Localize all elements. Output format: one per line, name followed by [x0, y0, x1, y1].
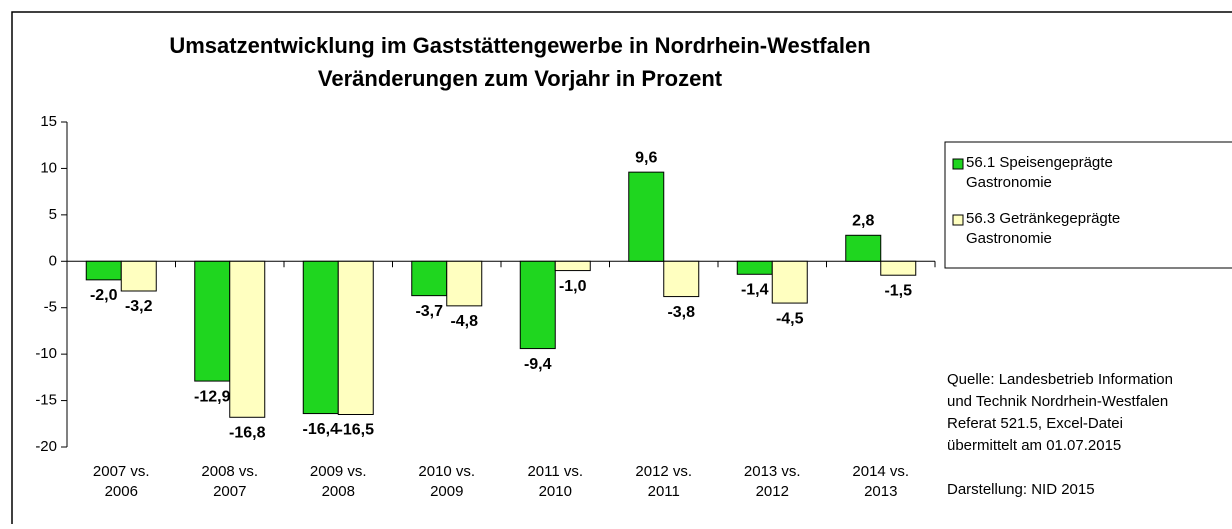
bar — [411, 260, 448, 297]
y-tick-label: 15 — [40, 113, 57, 130]
x-tick-label-box: 2007 vs. 2006 — [92, 463, 150, 500]
y-tick-label: 5 — [49, 206, 57, 223]
x-tick-label: 2012 vs. 2011 — [635, 463, 693, 500]
x-tick-label: 2011 vs. 2010 — [527, 463, 584, 500]
x-tick-label: 2009 vs. 2008 — [309, 463, 367, 500]
source-note: und Technik Nordrhein-Westfalen — [947, 393, 1168, 410]
legend-label-box: 56.1 Speisengeprägte Gastronomie — [966, 154, 1113, 191]
bar — [229, 260, 266, 418]
bar — [337, 260, 374, 415]
bar — [302, 260, 339, 415]
data-label: 2,8 — [852, 213, 874, 230]
bar — [628, 171, 665, 262]
data-label: -3,8 — [667, 304, 695, 321]
legend-label-box: 56.3 Getränkegeprägte Gastronomie — [966, 210, 1121, 247]
data-label: -2,0 — [90, 287, 118, 304]
data-label: -12,9 — [194, 388, 231, 405]
x-tick-label: 2007 vs. 2006 — [92, 463, 150, 500]
bar — [120, 260, 157, 292]
x-tick-label-box: 2010 vs. 2009 — [418, 463, 476, 500]
data-label: -3,7 — [415, 303, 443, 320]
x-tick-label: 2008 vs. 2007 — [201, 463, 259, 500]
x-tick-label-box: 2012 vs. 2011 — [635, 463, 693, 500]
data-label: 9,6 — [635, 149, 657, 166]
y-tick-label: -15 — [35, 392, 57, 409]
bar — [736, 260, 773, 275]
bar — [85, 260, 122, 281]
data-label: -1,5 — [884, 282, 912, 299]
x-tick-label-box: 2009 vs. 2008 — [309, 463, 367, 500]
data-label: -16,5 — [338, 422, 375, 439]
x-tick-label-box: 2013 vs. 2012 — [743, 463, 801, 500]
x-tick-label-box: 2014 vs. 2013 — [852, 463, 910, 500]
data-label: -1,4 — [741, 282, 769, 299]
source-note: übermittelt am 01.07.2015 — [947, 437, 1121, 454]
x-tick-label-box: 2008 vs. 2007 — [201, 463, 259, 500]
legend-label: 56.3 Getränkegeprägte Gastronomie — [966, 210, 1121, 247]
data-label: -4,5 — [776, 310, 804, 327]
y-tick-label: 0 — [49, 252, 57, 269]
y-tick-label: -20 — [35, 438, 57, 455]
bar — [663, 260, 700, 298]
data-label: -16,8 — [229, 425, 266, 442]
bar — [880, 260, 917, 276]
data-label: -16,4 — [303, 421, 340, 438]
bar — [554, 260, 591, 272]
y-tick-label: -10 — [35, 345, 57, 362]
legend-label: 56.1 Speisengeprägte Gastronomie — [966, 154, 1113, 191]
chart-subtitle: Veränderungen zum Vorjahr in Prozent — [318, 66, 723, 91]
legend-swatch — [952, 158, 964, 170]
bar — [771, 260, 808, 304]
y-tick-label: -5 — [44, 299, 57, 316]
x-tick-label: 2010 vs. 2009 — [418, 463, 476, 500]
data-label: -1,0 — [559, 278, 587, 295]
y-tick-label: 10 — [40, 159, 57, 176]
bar — [446, 260, 483, 307]
source-note: Quelle: Landesbetrieb Information — [947, 371, 1173, 388]
legend-swatch — [952, 214, 964, 226]
data-label: -9,4 — [524, 356, 552, 373]
bar — [845, 234, 882, 262]
data-label: -4,8 — [450, 313, 478, 330]
x-tick-label: 2013 vs. 2012 — [743, 463, 801, 500]
x-tick-label: 2014 vs. 2013 — [852, 463, 910, 500]
source-note: Referat 521.5, Excel-Datei — [947, 415, 1123, 432]
bar — [194, 260, 231, 382]
bar — [519, 260, 556, 350]
x-tick-label-box: 2011 vs. 2010 — [527, 463, 584, 500]
data-label: -3,2 — [125, 298, 153, 315]
source-note: Darstellung: NID 2015 — [947, 481, 1095, 498]
chart-title: Umsatzentwicklung im Gaststättengewerbe … — [169, 33, 870, 58]
legend-box — [944, 141, 1232, 269]
